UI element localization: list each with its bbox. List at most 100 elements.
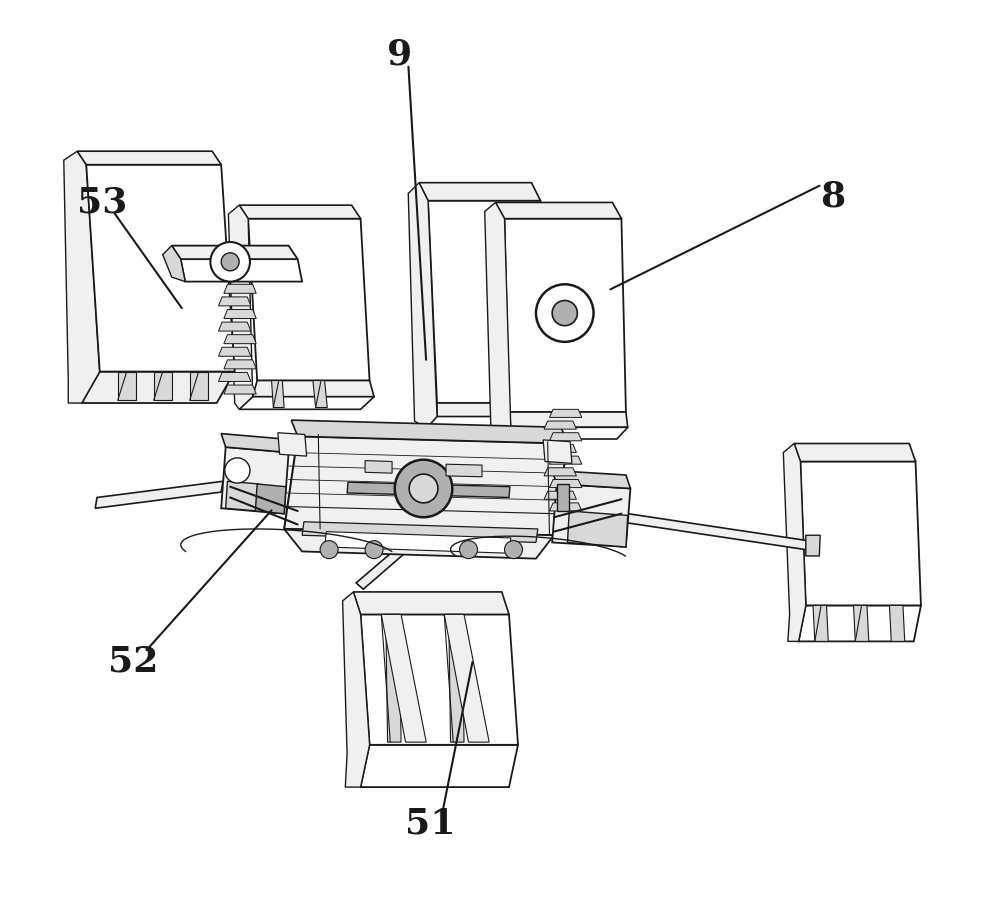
Polygon shape <box>485 203 511 439</box>
Polygon shape <box>284 436 567 535</box>
Polygon shape <box>190 372 208 400</box>
Polygon shape <box>239 205 361 219</box>
Polygon shape <box>361 745 518 787</box>
Polygon shape <box>253 380 374 396</box>
Polygon shape <box>163 245 185 281</box>
Polygon shape <box>218 322 251 331</box>
Polygon shape <box>361 614 518 745</box>
Polygon shape <box>226 481 259 511</box>
Polygon shape <box>356 514 444 589</box>
Polygon shape <box>343 592 370 787</box>
Polygon shape <box>302 522 538 542</box>
Polygon shape <box>224 284 256 293</box>
Text: 52: 52 <box>108 644 158 678</box>
Text: 51: 51 <box>405 806 455 840</box>
Text: 53: 53 <box>77 186 128 219</box>
Polygon shape <box>347 482 510 498</box>
Polygon shape <box>500 427 628 439</box>
Polygon shape <box>446 464 482 477</box>
Circle shape <box>225 458 250 483</box>
Circle shape <box>365 540 383 558</box>
Polygon shape <box>239 396 374 409</box>
Polygon shape <box>86 165 235 372</box>
Polygon shape <box>77 151 221 165</box>
Polygon shape <box>794 443 916 462</box>
Polygon shape <box>218 348 251 357</box>
Polygon shape <box>77 365 100 403</box>
Polygon shape <box>95 481 223 509</box>
Circle shape <box>395 460 452 518</box>
Polygon shape <box>549 456 582 464</box>
Polygon shape <box>419 183 540 201</box>
Polygon shape <box>272 380 284 407</box>
Polygon shape <box>800 462 921 605</box>
Polygon shape <box>544 421 576 429</box>
Polygon shape <box>544 491 576 500</box>
Polygon shape <box>853 605 869 642</box>
Polygon shape <box>221 447 289 514</box>
Polygon shape <box>325 531 511 553</box>
Polygon shape <box>552 471 630 489</box>
Polygon shape <box>549 480 582 488</box>
Polygon shape <box>248 219 370 380</box>
Polygon shape <box>386 614 401 742</box>
Polygon shape <box>221 433 289 452</box>
Polygon shape <box>426 416 549 428</box>
Polygon shape <box>224 385 256 394</box>
Polygon shape <box>428 201 549 403</box>
Polygon shape <box>118 372 136 400</box>
Circle shape <box>210 242 250 281</box>
Polygon shape <box>224 360 256 369</box>
Polygon shape <box>557 484 569 511</box>
Polygon shape <box>255 484 286 514</box>
Polygon shape <box>806 535 820 556</box>
Polygon shape <box>291 420 567 443</box>
Polygon shape <box>496 203 621 219</box>
Polygon shape <box>95 365 235 372</box>
Polygon shape <box>154 372 172 400</box>
Polygon shape <box>783 443 806 642</box>
Polygon shape <box>82 372 235 403</box>
Text: 9: 9 <box>387 38 412 71</box>
Text: 8: 8 <box>820 179 845 214</box>
Circle shape <box>552 300 577 326</box>
Polygon shape <box>278 433 307 456</box>
Circle shape <box>460 540 478 558</box>
Polygon shape <box>504 219 626 412</box>
Polygon shape <box>381 614 426 742</box>
Polygon shape <box>799 605 921 642</box>
Polygon shape <box>544 444 576 452</box>
Polygon shape <box>437 403 549 416</box>
Polygon shape <box>313 380 327 407</box>
Polygon shape <box>408 183 437 428</box>
Polygon shape <box>549 433 582 441</box>
Circle shape <box>221 252 239 271</box>
Polygon shape <box>224 310 256 319</box>
Polygon shape <box>813 605 828 642</box>
Polygon shape <box>509 412 628 427</box>
Polygon shape <box>218 373 251 381</box>
Polygon shape <box>437 514 448 525</box>
Polygon shape <box>544 468 576 476</box>
Polygon shape <box>543 440 572 463</box>
Circle shape <box>409 474 438 503</box>
Polygon shape <box>172 245 298 259</box>
Polygon shape <box>449 614 464 742</box>
Circle shape <box>504 540 522 558</box>
Polygon shape <box>552 484 630 547</box>
Polygon shape <box>64 151 100 403</box>
Polygon shape <box>228 205 253 409</box>
Circle shape <box>536 284 594 342</box>
Polygon shape <box>549 409 582 417</box>
Polygon shape <box>567 511 628 547</box>
Polygon shape <box>224 335 256 344</box>
Polygon shape <box>626 514 808 549</box>
Polygon shape <box>549 503 582 511</box>
Circle shape <box>320 540 338 558</box>
Polygon shape <box>444 614 489 742</box>
Polygon shape <box>353 592 509 614</box>
Polygon shape <box>889 605 905 642</box>
Polygon shape <box>284 529 554 558</box>
Polygon shape <box>365 461 392 473</box>
Polygon shape <box>181 259 302 281</box>
